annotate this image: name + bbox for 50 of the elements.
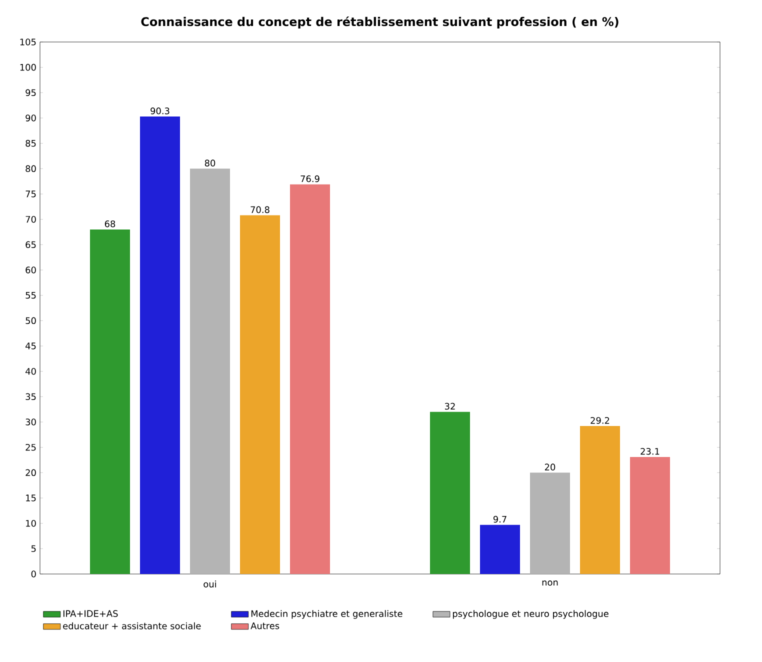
y-tick-label: 15 (26, 494, 36, 502)
legend-label: psychologue et neuro psychologue (452, 610, 608, 619)
data-label: 68 (104, 220, 116, 228)
bar (240, 215, 280, 574)
y-tick-label: 95 (26, 89, 36, 96)
chart-title: Connaissance du concept de rétablissement suivant profession ( en %) (141, 16, 618, 28)
bar (290, 184, 330, 574)
legend-label: educateur + assistante sociale (63, 622, 201, 630)
legend-label: Medecin psychiatre et generaliste (251, 610, 402, 619)
legend-label: Autres (250, 622, 280, 630)
y-tick-label: 0 (31, 570, 36, 578)
y-tick-label: 20 (26, 469, 36, 476)
data-label: 20 (544, 464, 556, 470)
y-tick-label: 105 (20, 38, 36, 46)
bar (190, 168, 230, 574)
data-label: 29.2 (590, 417, 610, 424)
y-tick-label: 70 (26, 216, 36, 223)
y-tick-label: 65 (26, 241, 36, 248)
y-tick-label: 85 (26, 140, 36, 147)
bar (630, 456, 670, 574)
x-tick-label: oui (204, 580, 216, 588)
y-tick-label: 100 (20, 64, 36, 71)
y-tick-label: 60 (26, 266, 36, 274)
data-label: 23.1 (640, 448, 660, 455)
bar (480, 524, 520, 574)
data-label: 32 (444, 402, 455, 410)
y-tick-label: 75 (26, 190, 36, 198)
y-tick-label: 40 (26, 368, 36, 375)
data-label: 90.3 (150, 107, 170, 114)
y-tick-label: 55 (26, 292, 36, 299)
y-tick-label: 5 (31, 545, 36, 552)
data-label: 80 (204, 160, 216, 166)
bar (140, 116, 180, 574)
y-tick-label: 45 (26, 342, 36, 350)
data-label: 70.8 (250, 206, 270, 214)
bar (580, 426, 620, 574)
bar (530, 472, 570, 574)
bar (90, 229, 130, 574)
y-tick-label: 35 (26, 393, 36, 400)
y-tick-label: 50 (26, 317, 36, 324)
y-tick-label: 90 (26, 114, 36, 122)
y-tick-label: 30 (26, 418, 36, 426)
legend-label: IPA+IDE+AS (63, 610, 118, 617)
y-tick-label: 80 (26, 165, 36, 172)
bar (430, 412, 470, 574)
y-tick-label: 10 (26, 520, 36, 527)
y-tick-label: 25 (26, 444, 36, 451)
data-label: 9.7 (493, 516, 506, 523)
x-tick-label: non (542, 580, 558, 586)
data-label: 76.9 (300, 175, 320, 182)
